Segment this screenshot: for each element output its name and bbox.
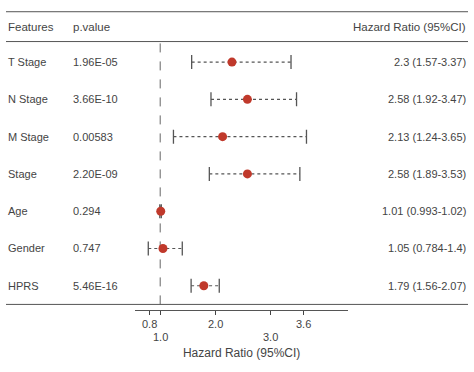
svg-text:T Stage: T Stage <box>8 56 46 68</box>
svg-text:1.05 (0.784-1.4): 1.05 (0.784-1.4) <box>388 242 466 254</box>
svg-text:0.747: 0.747 <box>73 242 101 254</box>
svg-text:0.8: 0.8 <box>142 318 157 330</box>
svg-text:1.79 (1.56-2.07): 1.79 (1.56-2.07) <box>388 280 466 292</box>
svg-text:Gender: Gender <box>8 242 45 254</box>
svg-text:Age: Age <box>8 205 28 217</box>
svg-text:1.96E-05: 1.96E-05 <box>73 56 118 68</box>
svg-text:2.0: 2.0 <box>208 318 223 330</box>
svg-text:5.46E-16: 5.46E-16 <box>73 280 118 292</box>
svg-text:1.01 (0.993-1.02): 1.01 (0.993-1.02) <box>382 205 466 217</box>
svg-text:2.58 (1.89-3.53): 2.58 (1.89-3.53) <box>388 168 466 180</box>
svg-text:2.58 (1.92-3.47): 2.58 (1.92-3.47) <box>388 93 466 105</box>
svg-text:Hazard Ratio (95%CI): Hazard Ratio (95%CI) <box>353 21 466 33</box>
svg-text:1.0: 1.0 <box>153 331 168 343</box>
svg-text:2.13 (1.24-3.65): 2.13 (1.24-3.65) <box>388 131 466 143</box>
svg-text:0.294: 0.294 <box>73 205 101 217</box>
svg-text:M Stage: M Stage <box>8 131 49 143</box>
svg-text:Features: Features <box>8 21 54 33</box>
svg-text:0.00583: 0.00583 <box>73 131 113 143</box>
svg-text:Hazard Ratio (95%CI): Hazard Ratio (95%CI) <box>183 346 300 360</box>
svg-text:Stage: Stage <box>8 168 37 180</box>
svg-text:3.0: 3.0 <box>263 331 278 343</box>
svg-text:p.value: p.value <box>73 21 110 33</box>
svg-text:HPRS: HPRS <box>8 280 39 292</box>
svg-text:N Stage: N Stage <box>8 93 48 105</box>
svg-text:2.3 (1.57-3.37): 2.3 (1.57-3.37) <box>394 56 466 68</box>
svg-text:3.66E-10: 3.66E-10 <box>73 93 118 105</box>
svg-text:3.6: 3.6 <box>296 318 311 330</box>
svg-text:2.20E-09: 2.20E-09 <box>73 168 118 180</box>
